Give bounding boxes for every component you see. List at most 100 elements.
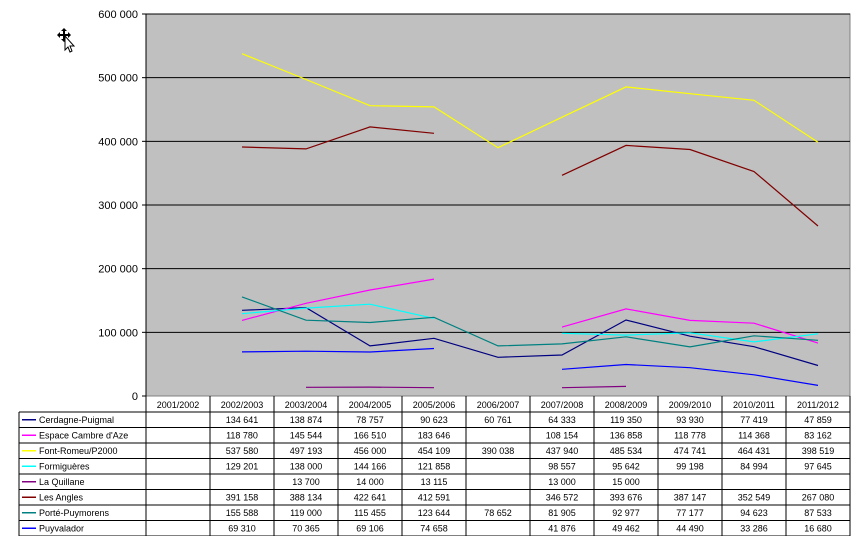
data-label: 119 000 bbox=[290, 508, 322, 518]
data-label: 454 109 bbox=[418, 446, 451, 456]
data-label: 69 310 bbox=[228, 523, 256, 533]
series-line bbox=[241, 303, 435, 319]
data-label: 81 905 bbox=[548, 508, 576, 518]
data-label: 123 644 bbox=[418, 508, 451, 518]
series-line bbox=[561, 308, 819, 344]
data-label: 485 534 bbox=[610, 446, 643, 456]
x-category-label: 2003/2004 bbox=[285, 400, 328, 410]
data-label: 64 333 bbox=[548, 415, 576, 425]
data-label: 74 658 bbox=[420, 523, 448, 533]
data-label: 13 000 bbox=[548, 477, 576, 487]
plot-area bbox=[145, 13, 851, 397]
data-label: 474 741 bbox=[674, 446, 707, 456]
data-label: 84 994 bbox=[740, 461, 768, 471]
data-table: 2001/2002 2002/2003 2003/2004 2004/2005 2005… bbox=[18, 396, 851, 536]
x-category-label: 2002/2003 bbox=[221, 400, 264, 410]
series-name: Porté-Puymorens bbox=[39, 508, 110, 518]
data-label: 83 162 bbox=[804, 430, 832, 440]
data-label: 87 533 bbox=[804, 508, 832, 518]
data-label: 97 645 bbox=[804, 461, 832, 471]
move-cursor-icon bbox=[56, 27, 78, 58]
data-label: 114 368 bbox=[738, 430, 770, 440]
series-name: La Quillane bbox=[39, 477, 85, 487]
series-line bbox=[241, 126, 435, 150]
series-line bbox=[241, 347, 435, 353]
x-category-label: 2009/2010 bbox=[669, 400, 712, 410]
data-label: 144 166 bbox=[354, 461, 387, 471]
data-label: 390 038 bbox=[482, 446, 515, 456]
series-line bbox=[561, 363, 819, 386]
data-label: 136 858 bbox=[610, 430, 643, 440]
data-label: 90 623 bbox=[420, 415, 448, 425]
data-label: 49 462 bbox=[612, 523, 640, 533]
data-label: 78 652 bbox=[484, 508, 512, 518]
data-label: 69 106 bbox=[356, 523, 384, 533]
data-label: 456 000 bbox=[354, 446, 387, 456]
data-label: 412 591 bbox=[418, 492, 451, 502]
data-label: 537 580 bbox=[226, 446, 259, 456]
data-label: 95 642 bbox=[612, 461, 640, 471]
data-label: 166 510 bbox=[354, 430, 387, 440]
y-tick-label: 300 000 bbox=[98, 200, 138, 212]
data-label: 437 940 bbox=[546, 446, 579, 456]
data-label: 94 623 bbox=[740, 508, 768, 518]
x-category-label: 2004/2005 bbox=[349, 400, 392, 410]
y-tick-label: 600 000 bbox=[98, 9, 138, 21]
y-tick-label: 500 000 bbox=[98, 73, 138, 85]
x-category-label: 2001/2002 bbox=[157, 400, 200, 410]
series-name: Cerdagne-Puigmal bbox=[39, 415, 114, 425]
series-name: Font-Romeu/P2000 bbox=[39, 446, 118, 456]
data-label: 98 557 bbox=[548, 461, 576, 471]
data-label: 99 198 bbox=[676, 461, 704, 471]
data-label: 13 115 bbox=[421, 477, 448, 487]
x-category-label: 2010/2011 bbox=[733, 400, 775, 410]
data-label: 422 641 bbox=[354, 492, 387, 502]
data-label: 77 177 bbox=[676, 508, 704, 518]
y-axis: 0 100 000 200 000 300 000 400 000 500 000 600 … bbox=[98, 9, 147, 403]
data-label: 121 858 bbox=[418, 461, 451, 471]
data-label: 44 490 bbox=[676, 523, 704, 533]
data-label: 108 154 bbox=[546, 430, 579, 440]
data-label: 41 876 bbox=[548, 523, 576, 533]
data-label: 93 930 bbox=[676, 415, 704, 425]
data-label: 393 676 bbox=[610, 492, 643, 502]
series-line bbox=[561, 144, 819, 227]
data-label: 391 158 bbox=[226, 492, 259, 502]
series-name: Espace Cambre d'Aze bbox=[39, 430, 128, 440]
x-category-label: 2008/2009 bbox=[605, 400, 648, 410]
data-label: 118 778 bbox=[674, 430, 706, 440]
y-tick-label: 200 000 bbox=[98, 264, 138, 276]
data-label: 398 519 bbox=[802, 446, 835, 456]
y-tick-label: 400 000 bbox=[98, 136, 138, 148]
series-line bbox=[241, 296, 819, 348]
data-label: 92 977 bbox=[612, 508, 640, 518]
data-label: 77 419 bbox=[740, 415, 768, 425]
data-label: 13 700 bbox=[292, 477, 320, 487]
data-label: 134 641 bbox=[226, 415, 259, 425]
y-tick-label: 100 000 bbox=[98, 327, 138, 339]
data-label: 267 080 bbox=[802, 492, 835, 502]
data-label: 145 544 bbox=[290, 430, 323, 440]
data-label: 78 757 bbox=[356, 415, 384, 425]
data-label: 138 000 bbox=[290, 461, 323, 471]
data-label: 183 646 bbox=[418, 430, 451, 440]
data-label: 346 572 bbox=[546, 492, 579, 502]
data-label: 464 431 bbox=[738, 446, 771, 456]
y-tick-label: 0 bbox=[132, 391, 138, 403]
x-category-label: 2011/2012 bbox=[797, 400, 839, 410]
data-label: 118 780 bbox=[226, 430, 258, 440]
data-label: 115 455 bbox=[354, 508, 386, 518]
data-label: 387 147 bbox=[674, 492, 707, 502]
data-label: 14 000 bbox=[356, 477, 384, 487]
series-line bbox=[241, 53, 819, 149]
data-label: 388 134 bbox=[290, 492, 323, 502]
series-name: Puyvalador bbox=[39, 523, 84, 533]
data-label: 497 193 bbox=[290, 446, 323, 456]
data-label: 15 000 bbox=[612, 477, 640, 487]
data-label: 138 874 bbox=[290, 415, 323, 425]
x-category-label: 2007/2008 bbox=[541, 400, 584, 410]
series-line bbox=[561, 385, 627, 389]
data-label: 60 761 bbox=[484, 415, 512, 425]
series-name: Les Angles bbox=[39, 492, 84, 502]
data-label: 155 588 bbox=[226, 508, 259, 518]
